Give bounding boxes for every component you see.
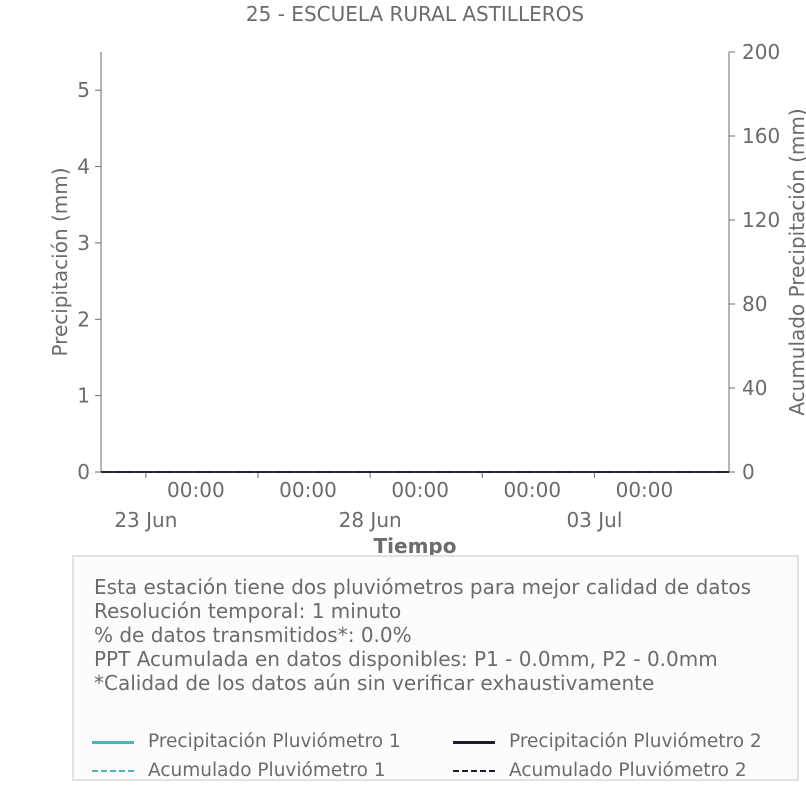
info-line-quality-note: *Calidad de los datos aún sin verificar … (94, 671, 655, 695)
x-axis-label: Tiempo (374, 534, 457, 558)
x-tick-time-label: 00:00 (167, 478, 225, 502)
info-line-resolution: Resolución temporal: 1 minuto (94, 599, 402, 623)
y2-tick-label: 40 (742, 376, 767, 400)
x-tick-time-label: 00:00 (616, 478, 674, 502)
legend-label-accum-p2: Acumulado Pluviómetro 2 (509, 760, 747, 781)
y-tick-label: 1 (77, 384, 90, 408)
y-tick-label: 5 (77, 78, 90, 102)
x-tick-time-label: 00:00 (391, 478, 449, 502)
info-box: Esta estación tiene dos pluviómetros par… (72, 555, 799, 781)
y2-axis-label: Acumulado Precipitación (mm) (785, 108, 806, 415)
info-line-accumulated: PPT Acumulada en datos disponibles: P1 -… (94, 647, 718, 671)
x-tick-date-label: 23 Jun (114, 508, 177, 532)
legend-swatch-precip-p1 (92, 741, 134, 744)
y-axis-label: Precipitación (mm) (48, 167, 72, 356)
x-tick-time-label: 00:00 (279, 478, 337, 502)
info-line-stations: Esta estación tiene dos pluviómetros par… (94, 575, 752, 599)
y-tick-label: 2 (77, 307, 90, 331)
legend-label-accum-p1: Acumulado Pluviómetro 1 (148, 760, 386, 781)
legend-label-precip-p1: Precipitación Pluviómetro 1 (148, 731, 401, 752)
y-tick-label: 4 (77, 155, 90, 179)
y2-tick-label: 160 (742, 124, 780, 148)
left-axis: 0 1 2 3 4 5 (77, 78, 101, 484)
x-tick-date-label: 28 Jun (339, 508, 402, 532)
legend-swatch-accum-p1 (92, 770, 134, 772)
right-axis: 0 40 80 120 160 200 (729, 40, 780, 484)
y2-tick-label: 120 (742, 208, 780, 232)
legend-swatch-precip-p2 (453, 741, 495, 744)
legend-swatch-accum-p2 (453, 770, 495, 772)
x-tick-time-label: 00:00 (503, 478, 561, 502)
y-tick-label: 3 (77, 231, 90, 255)
info-line-transmitted: % de datos transmitidos*: 0.0% (94, 623, 412, 647)
chart-title: 25 - ESCUELA RURAL ASTILLEROS (246, 2, 584, 26)
legend-label-precip-p2: Precipitación Pluviómetro 2 (509, 731, 762, 752)
y2-tick-label: 80 (742, 292, 767, 316)
y-tick-label: 0 (77, 460, 90, 484)
chart-svg: 25 - ESCUELA RURAL ASTILLEROS 0 1 2 3 4 5 0 40… (48, 2, 806, 558)
y2-tick-label: 0 (742, 460, 755, 484)
info-text: Esta estación tiene dos pluviómetros par… (94, 575, 751, 695)
y2-tick-label: 200 (742, 40, 780, 64)
x-tick-date-label: 03 Jul (566, 508, 622, 532)
